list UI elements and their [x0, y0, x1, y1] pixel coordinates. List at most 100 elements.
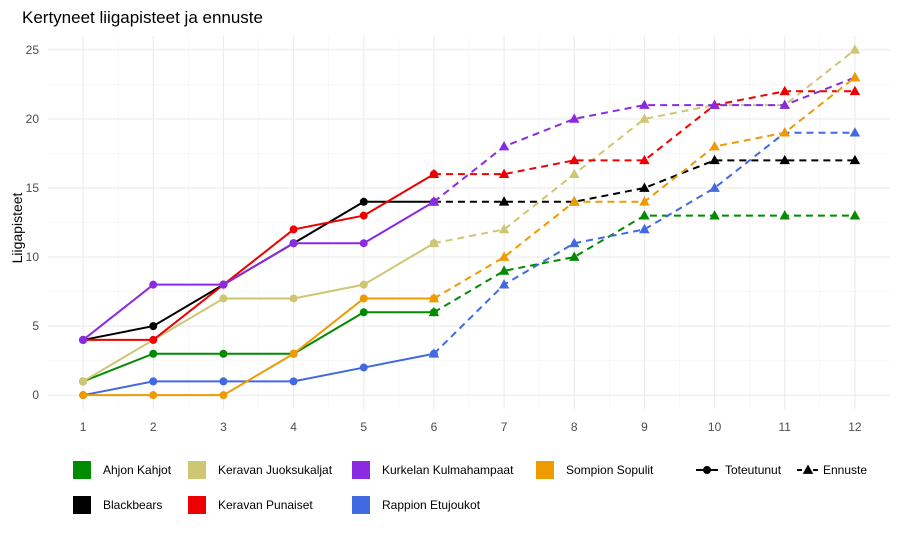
x-tick-label: 6 — [431, 420, 438, 434]
forecast-point — [849, 210, 861, 220]
forecast-point — [779, 99, 790, 109]
series-kurkelan-kulmahampaat — [79, 71, 861, 344]
actual-line — [82, 311, 434, 383]
x-tick-label: 11 — [779, 420, 792, 434]
y-tick-label: 15 — [26, 181, 40, 195]
forecast-point — [498, 279, 510, 289]
forecast-point — [498, 265, 510, 275]
actual-point — [219, 294, 228, 303]
actual-point — [289, 349, 298, 358]
legend-swatch — [188, 496, 206, 514]
forecast-point — [639, 210, 650, 220]
forecast-point — [569, 251, 580, 261]
forecast-point — [779, 154, 790, 165]
x-tick-label: 4 — [290, 420, 297, 434]
actual-point — [149, 391, 158, 400]
x-tick-label: 5 — [360, 420, 367, 434]
actual-point — [359, 197, 368, 206]
actual-point — [429, 197, 438, 206]
actual-point — [149, 322, 158, 331]
actual-point — [359, 211, 368, 220]
legend-marker-actual — [703, 466, 711, 474]
forecast-point — [849, 71, 861, 82]
actual-point — [289, 225, 298, 234]
legend-swatch — [188, 461, 206, 479]
forecast-point — [849, 127, 861, 137]
actual-point — [149, 280, 158, 289]
legend-swatch — [73, 496, 91, 514]
actual-point — [429, 294, 438, 303]
legend-label: Blackbears — [103, 498, 162, 512]
actual-point — [359, 280, 368, 289]
forecast-point — [849, 154, 861, 165]
actual-point — [429, 308, 438, 317]
forecast-point — [498, 168, 510, 178]
legend-label: Ahjon Kahjot — [103, 463, 172, 477]
actual-line — [83, 297, 434, 397]
legend-label: Ennuste — [823, 463, 867, 477]
actual-point — [289, 239, 298, 248]
forecast-point — [709, 99, 720, 109]
forecast-point — [639, 113, 650, 123]
actual-point — [359, 363, 368, 372]
actual-point — [359, 239, 368, 248]
actual-line — [82, 352, 435, 397]
actual-point — [79, 335, 88, 344]
series-keravan-juoksukaljat — [79, 44, 861, 386]
forecast-point — [849, 44, 861, 54]
actual-point — [359, 294, 368, 303]
grid — [48, 36, 890, 409]
forecast-point — [639, 182, 650, 192]
legend-label: Keravan Juoksukaljat — [218, 463, 333, 477]
forecast-point — [779, 127, 790, 137]
legend-label: Sompion Sopulit — [566, 463, 654, 477]
y-tick-label: 0 — [32, 388, 39, 402]
x-tick-label: 10 — [708, 420, 722, 434]
forecast-point — [639, 154, 650, 165]
x-tick-label: 7 — [501, 420, 508, 434]
y-tick-label: 5 — [32, 319, 39, 333]
forecast-point — [779, 85, 790, 96]
actual-point — [429, 170, 438, 179]
series-keravan-punaiset — [79, 85, 861, 344]
x-tick-label: 1 — [80, 420, 87, 434]
actual-point — [79, 377, 88, 386]
series-ahjon-kahjot — [79, 210, 861, 386]
actual-point — [149, 377, 158, 386]
forecast-point — [709, 141, 720, 151]
y-tick-label: 20 — [26, 112, 40, 126]
actual-point — [289, 294, 298, 303]
y-axis-label: Liigapisteet — [9, 192, 25, 263]
forecast-point — [569, 113, 580, 123]
legend-swatch — [352, 496, 370, 514]
actual-point — [429, 239, 438, 248]
legend-marker-forecast — [802, 464, 814, 474]
forecast-point — [709, 154, 720, 165]
y-tick-label: 25 — [26, 43, 40, 57]
legend-swatch — [352, 461, 370, 479]
forecast-point — [498, 141, 510, 151]
x-tick-label: 3 — [220, 420, 227, 434]
legend-swatch — [536, 461, 554, 479]
x-tick-label: 12 — [848, 420, 862, 434]
legend-label: Keravan Punaiset — [218, 498, 313, 512]
y-tick-label: 10 — [26, 250, 40, 264]
series-rappion-etujoukot — [79, 127, 861, 400]
forecast-point — [639, 99, 650, 109]
forecast-point — [639, 223, 650, 234]
chart-title: Kertyneet liigapisteet ja ennuste — [22, 8, 263, 27]
actual-point — [149, 335, 158, 344]
forecast-point — [709, 182, 720, 192]
actual-point — [219, 391, 228, 400]
legend-label: Toteutunut — [725, 463, 782, 477]
legend-swatch — [73, 461, 91, 479]
actual-line — [82, 200, 435, 341]
forecast-point — [569, 154, 580, 165]
forecast-point — [498, 251, 510, 261]
actual-point — [219, 377, 228, 386]
actual-line — [83, 173, 435, 341]
actual-point — [219, 280, 228, 289]
actual-point — [289, 377, 298, 386]
